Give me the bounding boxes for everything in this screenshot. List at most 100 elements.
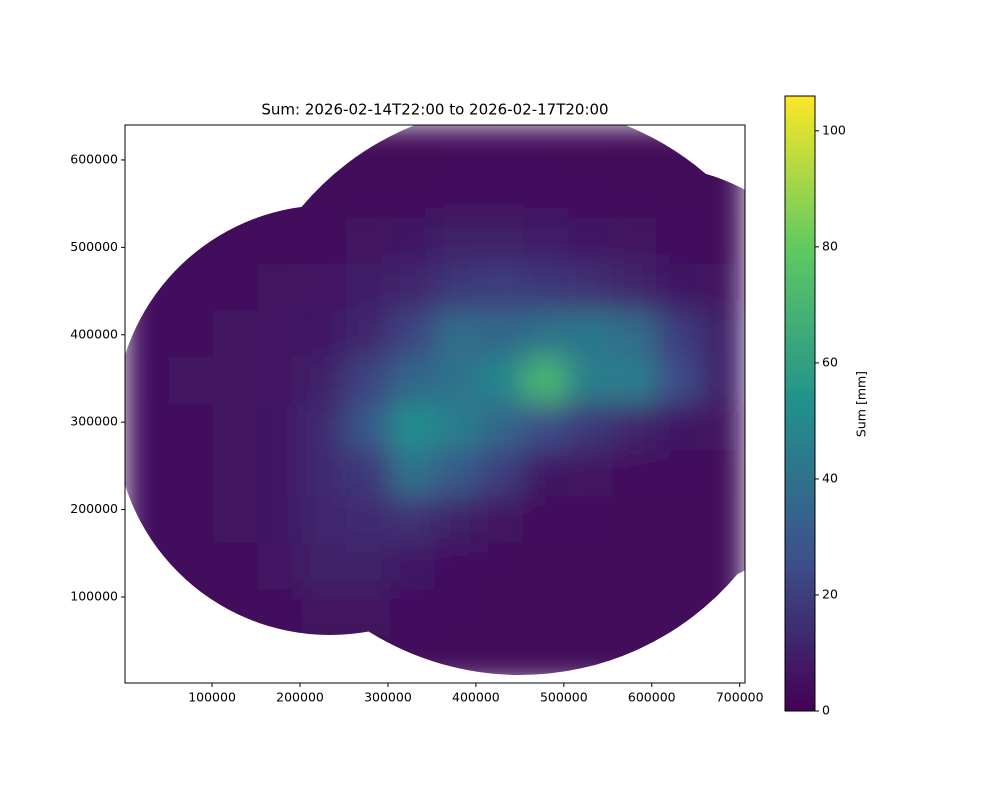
heatmap-cell xyxy=(523,450,569,498)
heatmap-cell xyxy=(125,403,170,451)
radar-coverage xyxy=(125,125,745,675)
y-tick-label: 100000 xyxy=(70,588,118,603)
heatmap-cell xyxy=(700,543,745,591)
heatmap-cell xyxy=(390,589,436,637)
heatmap-cell xyxy=(523,264,569,312)
heatmap-cell xyxy=(611,171,657,219)
heatmap-cell xyxy=(700,171,745,219)
heatmap-cell xyxy=(434,589,480,637)
colorbar-label: Sum [mm] xyxy=(854,371,869,437)
heatmap-cell xyxy=(168,217,215,265)
heatmap-cell xyxy=(478,589,525,637)
colorbar-tick-label: 80 xyxy=(822,238,838,253)
heatmap-cell xyxy=(523,217,569,265)
heatmap-cell xyxy=(434,171,480,219)
heatmap-cell xyxy=(125,125,170,172)
heatmap-cell xyxy=(434,496,480,544)
heatmap-cell xyxy=(390,357,436,405)
heatmap-cell xyxy=(611,310,657,358)
heatmap-cell xyxy=(611,125,657,172)
heatmap-cell xyxy=(301,636,347,675)
x-tick-label: 100000 xyxy=(188,690,236,705)
heatmap-cell xyxy=(257,543,303,591)
heatmap-cell xyxy=(168,264,215,312)
x-tick-label: 500000 xyxy=(540,690,588,705)
heatmap-cell xyxy=(655,450,702,498)
heatmap-cell xyxy=(434,403,480,451)
heatmap-cell xyxy=(611,589,657,637)
heatmap-cell xyxy=(434,310,480,358)
heatmap-cell xyxy=(301,171,347,219)
x-tick-label: 200000 xyxy=(276,690,324,705)
heatmap-cell xyxy=(257,636,303,675)
heatmap-cell xyxy=(567,450,613,498)
heatmap-cell xyxy=(655,217,702,265)
heatmap-cell xyxy=(611,217,657,265)
heatmap-cell xyxy=(213,543,259,591)
y-tick-label: 400000 xyxy=(70,326,118,341)
heatmap-cell xyxy=(345,450,392,498)
heatmap-cell xyxy=(345,125,392,172)
heatmap-cell xyxy=(213,403,259,451)
y-tick-label: 300000 xyxy=(70,414,118,429)
heatmap-cell xyxy=(700,310,745,358)
heatmap-cell xyxy=(567,543,613,591)
heatmap-cell xyxy=(567,217,613,265)
heatmap-cell xyxy=(345,636,392,675)
heatmap-cell xyxy=(523,496,569,544)
heatmap-cell xyxy=(434,125,480,172)
heatmap-cell xyxy=(301,403,347,451)
heatmap-cell xyxy=(390,403,436,451)
heatmap-cell xyxy=(390,543,436,591)
heatmap-cell xyxy=(345,217,392,265)
heatmap-cell xyxy=(655,357,702,405)
heatmap-cell xyxy=(168,636,215,675)
heatmap-cell xyxy=(434,636,480,675)
heatmap-cell xyxy=(478,450,525,498)
heatmap-cell xyxy=(567,589,613,637)
heatmap-cell xyxy=(257,310,303,358)
heatmap-cell xyxy=(390,264,436,312)
heatmap-cell xyxy=(390,171,436,219)
heatmap-cell xyxy=(125,264,170,312)
heatmap-cell xyxy=(125,543,170,591)
heatmap-cell xyxy=(434,217,480,265)
heatmap-cell xyxy=(213,264,259,312)
heatmap-cell xyxy=(257,496,303,544)
heatmap-cell xyxy=(301,357,347,405)
heatmap-cell xyxy=(168,357,215,405)
heatmap-cell xyxy=(700,450,745,498)
heatmap-cell xyxy=(257,589,303,637)
heatmap-cell xyxy=(125,171,170,219)
heatmap-cell xyxy=(655,543,702,591)
heatmap-cell xyxy=(213,125,259,172)
heatmap-cell xyxy=(434,543,480,591)
heatmap-cell xyxy=(611,496,657,544)
y-tick-label: 600000 xyxy=(70,151,118,166)
heatmap-cell xyxy=(434,264,480,312)
heatmap xyxy=(125,125,745,675)
heatmap-cell xyxy=(345,264,392,312)
heatmap-cell xyxy=(567,357,613,405)
x-tick-label: 700000 xyxy=(716,690,764,705)
heatmap-cell xyxy=(478,636,525,675)
heatmap-cell xyxy=(390,217,436,265)
heatmap-cell xyxy=(567,264,613,312)
y-tick-label: 200000 xyxy=(70,501,118,516)
heatmap-cell xyxy=(523,171,569,219)
heatmap-cell xyxy=(611,264,657,312)
heatmap-cell xyxy=(125,357,170,405)
heatmap-cell xyxy=(301,310,347,358)
heatmap-cell xyxy=(390,636,436,675)
heatmap-cell xyxy=(125,310,170,358)
heatmap-cell xyxy=(345,589,392,637)
heatmap-cell xyxy=(655,264,702,312)
heatmap-cell xyxy=(700,589,745,637)
heatmap-cell xyxy=(434,357,480,405)
heatmap-cell xyxy=(611,357,657,405)
heatmap-cell xyxy=(301,125,347,172)
heatmap-cell xyxy=(213,217,259,265)
heatmap-cell xyxy=(567,310,613,358)
heatmap-cell xyxy=(125,217,170,265)
heatmap-cell xyxy=(301,450,347,498)
